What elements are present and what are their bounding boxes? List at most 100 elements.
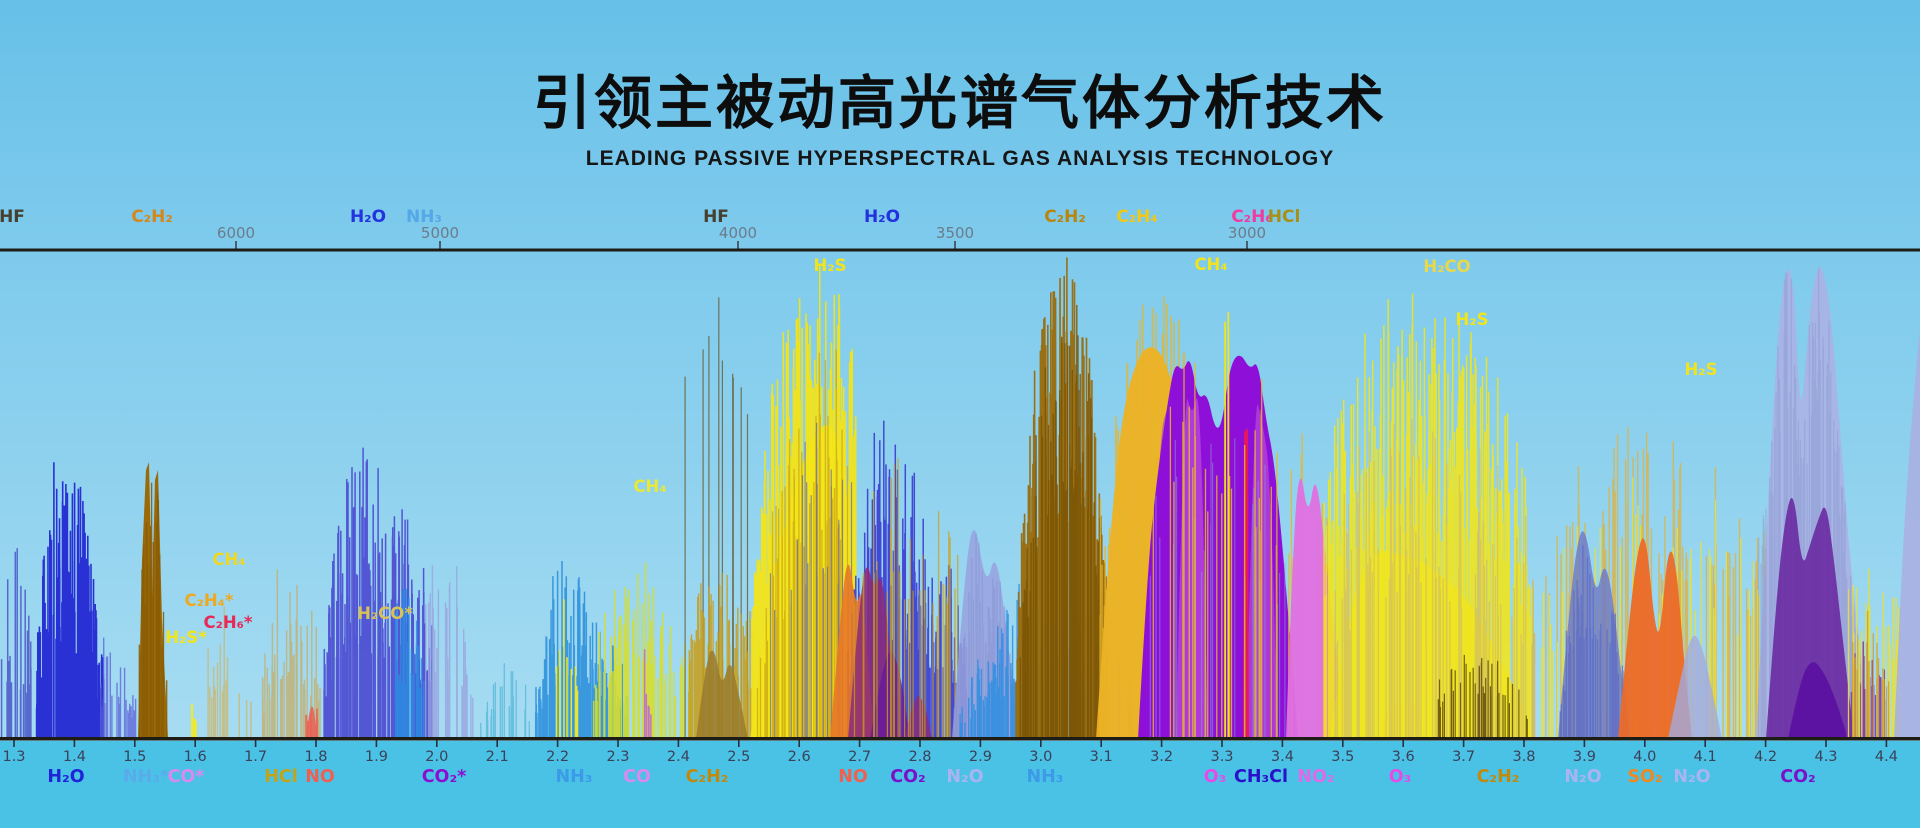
bottom-tick-label: 2.7 — [848, 749, 871, 765]
bottom-tick-label: 2.2 — [546, 749, 569, 765]
bottom-tick-label: 2.5 — [727, 749, 750, 765]
plot-gas-label-H₂CO: H₂CO — [1423, 257, 1470, 276]
top-gas-label-HF: HF — [703, 207, 729, 227]
below-axis-strip — [0, 741, 1920, 828]
bottom-gas-label-O₃: O₃ — [1389, 767, 1412, 787]
bottom-tick-label: 2.0 — [425, 749, 448, 765]
bottom-tick-label: 1.5 — [123, 749, 146, 765]
band-slateblue-3.9-lines — [1559, 545, 1629, 739]
band-periwinkle-1.95 — [425, 565, 474, 739]
top-tick-label: 6000 — [217, 224, 255, 242]
bottom-tick-label: 3.5 — [1331, 749, 1354, 765]
bottom-gas-label-HCl: HCl — [264, 767, 298, 787]
top-tick-label: 3000 — [1228, 224, 1266, 242]
bottom-tick-label: 1.9 — [365, 749, 388, 765]
bottom-axis-ticks: 1.3 1.4 1.5 1.6 1.7 1.8 1.9 2.0 2.1 2.2 2.3 2.4 2.5 2… — [2, 740, 1898, 765]
bottom-tick-label: 4.2 — [1754, 749, 1777, 765]
band-blue-1.45 — [100, 637, 137, 739]
bottom-gas-label-CH₃Cl: CH₃Cl — [1234, 767, 1288, 787]
band-brown-3.7-bottom — [1437, 654, 1528, 739]
bottom-tick-label: 3.4 — [1271, 749, 1294, 765]
bottom-tick-label: 3.9 — [1573, 749, 1596, 765]
band-no-red-lines — [305, 708, 319, 739]
bottom-tick-label: 2.8 — [908, 749, 931, 765]
bottom-tick-label: 3.7 — [1452, 749, 1475, 765]
band-co2-deeppurple-blob — [1788, 662, 1848, 739]
bottom-tick-label: 4.4 — [1875, 749, 1898, 765]
bottom-gas-label-O₃: O₃ — [1204, 767, 1227, 787]
bottom-tick-label: 3.0 — [1029, 749, 1052, 765]
band-khaki-1.62 — [207, 606, 252, 739]
bottom-gas-label-N₂O: N₂O — [1564, 767, 1601, 787]
band-gold-2.8 — [853, 458, 959, 739]
band-yellow-2.2 — [555, 599, 579, 739]
band-crimson-stripe — [1243, 428, 1249, 739]
band-no-red-blob — [306, 706, 318, 739]
bottom-gas-label-C₂H₂: C₂H₂ — [686, 767, 729, 787]
bottom-tick-label: 2.1 — [486, 749, 509, 765]
top-tick-label: 3500 — [936, 224, 974, 242]
bottom-gas-label-NH₃*: NH₃* — [123, 767, 169, 787]
top-gas-label-H₂O: H₂O — [864, 207, 900, 227]
bottom-gas-label-CO₂: CO₂ — [890, 767, 925, 787]
band-periwinkle-4.07-blob — [1668, 635, 1722, 739]
axes — [0, 248, 1920, 741]
band-gold-4.35-lines — [1852, 610, 1890, 739]
plot-gas-label-H₂S: H₂S — [814, 256, 847, 275]
plot-gas-label-H₂S*: H₂S* — [165, 628, 207, 647]
bottom-gas-label-CO*: CO* — [168, 767, 205, 787]
top-gas-label-C₂H₂: C₂H₂ — [1044, 207, 1086, 227]
band-brown-2.45-blob — [696, 650, 748, 739]
top-gas-label-C₂H₂: C₂H₂ — [131, 207, 173, 227]
bottom-gas-label-C₂H₂: C₂H₂ — [1477, 767, 1520, 787]
page-subtitle: LEADING PASSIVE HYPERSPECTRAL GAS ANALYS… — [585, 146, 1335, 170]
bottom-tick-label: 3.1 — [1090, 749, 1113, 765]
bottom-tick-label: 1.6 — [184, 749, 207, 765]
band-yellowgreen-2.3 — [592, 562, 692, 739]
bottom-tick-label: 1.8 — [304, 749, 327, 765]
bottom-gas-label-NO: NO — [305, 767, 335, 787]
bottom-gas-label-NH₃: NH₃ — [1027, 767, 1064, 787]
plot-gas-label-H₂CO*: H₂CO* — [357, 604, 413, 623]
bottom-gas-label-CO₂*: CO₂* — [422, 767, 467, 787]
band-h2co-dodger — [394, 588, 425, 739]
top-gas-label-C₂H₄: C₂H₄ — [1116, 207, 1158, 227]
bottom-gas-labels: O₂H₂ONH₃*CO*HClNOCO₂*NH₃COC₂H₂NOCO₂N₂ONH… — [47, 767, 1815, 787]
plot-gas-label-CH₄: CH₄ — [212, 550, 245, 569]
plot-gas-label-C₂H₄*: C₂H₄* — [184, 591, 233, 610]
band-co2-darkpurple-blob — [1766, 498, 1854, 739]
plot-gas-label-CH₄: CH₄ — [1194, 255, 1227, 274]
bottom-tick-label: 2.4 — [667, 749, 690, 765]
band-h2s-star-yellow — [191, 704, 197, 739]
bottom-tick-label: 2.3 — [606, 749, 629, 765]
band-far-left-blue — [0, 548, 32, 739]
bottom-tick-label: 2.6 — [788, 749, 811, 765]
plot-gas-label-C₂H₆*: C₂H₆* — [203, 613, 252, 632]
bottom-tick-label: 3.6 — [1392, 749, 1415, 765]
in-plot-gas-labels: H₂S CH₄ H₂CO H₂S H₂S CH₄ CH₄ C₂H₄* C₂H₆*H₂S* H₂CO… — [165, 255, 1717, 647]
bottom-tick-label: 3.8 — [1512, 749, 1535, 765]
bottom-gas-label-N₂O: N₂O — [1673, 767, 1710, 787]
bottom-tick-label: 1.3 — [2, 749, 25, 765]
plot-gas-label-CH₄: CH₄ — [633, 477, 666, 496]
bottom-tick-label: 1.7 — [244, 749, 267, 765]
top-axis-ticks: 6000 5000 4000 3500 3000 — [217, 224, 1266, 249]
bottom-tick-label: 3.3 — [1210, 749, 1233, 765]
top-gas-label-NH₃: NH₃ — [406, 207, 442, 227]
bottom-gas-label-NH₃: NH₃ — [556, 767, 593, 787]
page-title: 引领主被动高光谱气体分析技术 — [532, 69, 1387, 137]
bottom-gas-label-CO: CO — [623, 767, 651, 787]
bottom-tick-label: 3.2 — [1150, 749, 1173, 765]
bottom-gas-label-CO₂: CO₂ — [1780, 767, 1815, 787]
band-khaki-3.6-lines — [1334, 419, 1527, 739]
title-block: 引领主被动高光谱气体分析技术 LEADING PASSIVE HYPERSPEC… — [0, 70, 1920, 171]
band-right-edge-lavender — [1894, 330, 1920, 739]
bottom-gas-label-H₂O: H₂O — [47, 767, 84, 787]
top-gas-label-HF: HF — [0, 207, 25, 227]
top-gas-label-H₂O: H₂O — [350, 207, 386, 227]
band-tall-gray-2.45 — [684, 297, 749, 739]
band-so2-orange-blob — [1618, 538, 1692, 739]
bottom-axis-line — [0, 737, 1920, 741]
top-gas-label-C₂H₆: C₂H₆ — [1231, 207, 1273, 227]
